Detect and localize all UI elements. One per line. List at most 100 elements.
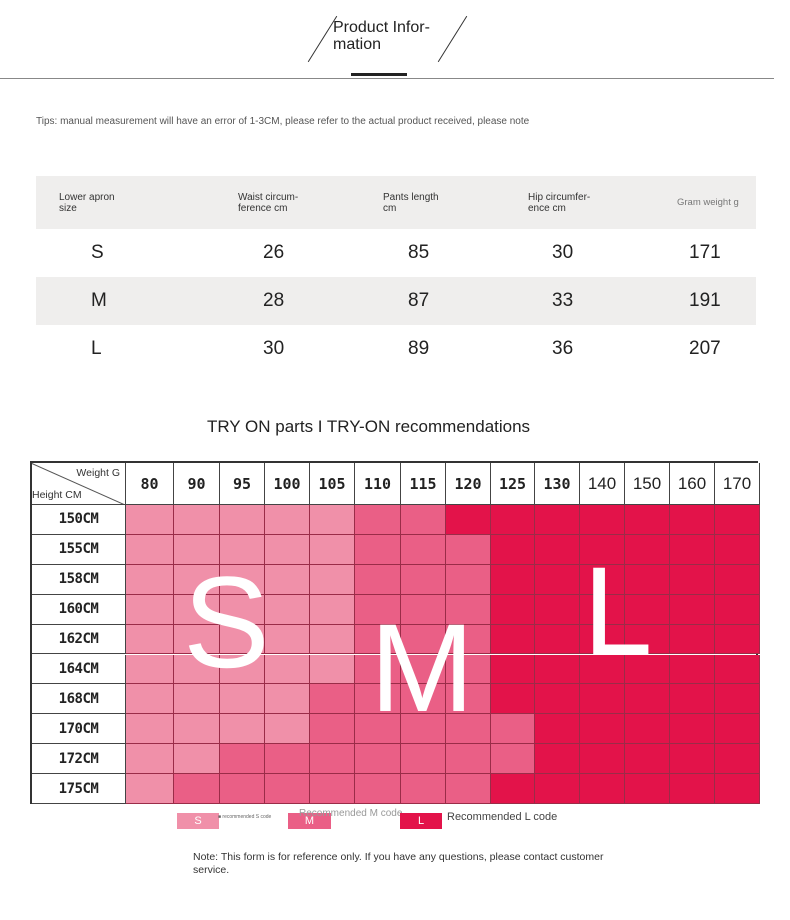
- grid-cell-l: [625, 744, 670, 775]
- grid-cell-s: [220, 684, 265, 715]
- grid-cell-m: [401, 654, 446, 685]
- grid-cell-m: [446, 714, 491, 745]
- measurement-tips: Tips: manual measurement will have an er…: [36, 116, 530, 127]
- grid-cell-l: [670, 714, 715, 745]
- title-underline: [351, 73, 407, 76]
- grid-cell-l: [715, 624, 760, 655]
- grid-cell-s: [265, 594, 310, 625]
- grid-cell-s: [265, 624, 310, 655]
- grid-cell-s: [174, 505, 220, 535]
- height-header: 170CM: [32, 714, 126, 745]
- grid-cell-l: [491, 624, 535, 655]
- grid-cell-m: [401, 624, 446, 655]
- weight-header: 170: [715, 463, 760, 505]
- cell-pants-length: 85: [408, 242, 430, 263]
- tryon-title: TRY ON parts I TRY-ON recommendations: [206, 417, 531, 436]
- grid-cell-s: [126, 594, 174, 625]
- height-header: 175CM: [32, 774, 126, 804]
- grid-cell-l: [535, 505, 580, 535]
- grid-cell-l: [580, 774, 625, 804]
- grid-cell-l: [535, 714, 580, 745]
- grid-cell-s: [126, 684, 174, 715]
- cell-waist: 26: [263, 242, 285, 263]
- weight-header: 95: [220, 463, 265, 505]
- header-waist: Waist circum- ference cm: [238, 191, 299, 214]
- grid-cell-s: [310, 654, 355, 685]
- grid-cell-l: [670, 505, 715, 535]
- grid-cell-l: [670, 624, 715, 655]
- table-row: L 30 89 36 207: [36, 325, 756, 373]
- grid-cell-m: [446, 564, 491, 595]
- grid-cell-s: [126, 654, 174, 685]
- size-l-letter: L: [583, 542, 653, 681]
- grid-cell-l: [715, 714, 760, 745]
- grid-cell-l: [580, 624, 625, 655]
- grid-cell-s: [174, 744, 220, 775]
- cell-waist: 28: [263, 290, 285, 311]
- grid-cell-m: [355, 774, 401, 804]
- weight-header: 150: [625, 463, 670, 505]
- grid-corner: Weight G Height CM: [32, 463, 126, 505]
- grid-cell-m: [310, 714, 355, 745]
- header-size: Lower apron size: [59, 191, 115, 214]
- grid-cell-s: [220, 714, 265, 745]
- height-header: 150CM: [32, 505, 126, 535]
- weight-header: 100: [265, 463, 310, 505]
- grid-cell-s: [220, 564, 265, 595]
- cell-hip: 33: [552, 290, 574, 311]
- height-header: 172CM: [32, 744, 126, 775]
- grid-cell-m: [401, 505, 446, 535]
- grid-cell-m: [265, 744, 310, 775]
- grid-cell-l: [625, 714, 670, 745]
- weight-header: 130: [535, 463, 580, 505]
- grid-cell-s: [126, 744, 174, 775]
- grid-cell-s: [220, 624, 265, 655]
- grid-cell-l: [491, 774, 535, 804]
- corner-weight-label: Weight G: [76, 467, 120, 479]
- grid-cell-m: [355, 714, 401, 745]
- legend-l-swatch: L: [400, 813, 442, 829]
- grid-cell-l: [715, 564, 760, 595]
- grid-cell-l: [580, 534, 625, 565]
- height-header: 160CM: [32, 594, 126, 625]
- grid-cell-s: [126, 774, 174, 804]
- grid-cell-l: [625, 684, 670, 715]
- grid-cell-l: [715, 744, 760, 775]
- grid-cell-l: [580, 684, 625, 715]
- grid-cell-m: [310, 684, 355, 715]
- cell-gram-weight: 207: [689, 338, 721, 359]
- grid-cell-l: [625, 594, 670, 625]
- section-title: Product Infor- mation: [333, 19, 430, 53]
- grid-cell-l: [625, 505, 670, 535]
- grid-cell-m: [220, 744, 265, 775]
- grid-cell-l: [580, 744, 625, 775]
- grid-cell-l: [715, 505, 760, 535]
- grid-cell-m: [401, 774, 446, 804]
- grid-cell-l: [580, 714, 625, 745]
- grid-cell-l: [491, 505, 535, 535]
- grid-cell-m: [355, 744, 401, 775]
- grid-cell-s: [174, 594, 220, 625]
- grid-cell-s: [310, 505, 355, 535]
- grid-cell-m: [401, 534, 446, 565]
- grid-cell-m: [355, 505, 401, 535]
- grid-cell-s: [310, 564, 355, 595]
- weight-header: 140: [580, 463, 625, 505]
- grid-cell-s: [310, 594, 355, 625]
- grid-cell-m: [355, 624, 401, 655]
- grid-cell-l: [580, 505, 625, 535]
- grid-cell-m: [355, 684, 401, 715]
- cell-gram-weight: 171: [689, 242, 721, 263]
- grid-cell-s: [174, 564, 220, 595]
- grid-cell-m: [446, 624, 491, 655]
- grid-cell-l: [535, 564, 580, 595]
- height-header: 158CM: [32, 564, 126, 595]
- legend-s-label: ■ recommended S code: [218, 814, 272, 820]
- grid-cell-m: [446, 774, 491, 804]
- grid-cell-l: [535, 534, 580, 565]
- grid-cell-l: [670, 654, 715, 685]
- grid-cell-m: [446, 684, 491, 715]
- grid-cell-s: [174, 654, 220, 685]
- grid-cell-l: [625, 624, 670, 655]
- grid-cell-s: [220, 594, 265, 625]
